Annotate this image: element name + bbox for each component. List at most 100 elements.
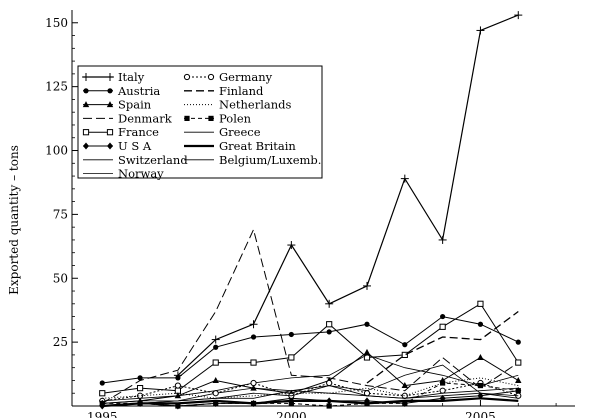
austria-point	[137, 375, 143, 381]
series-denmark	[102, 228, 519, 404]
y-tick-label: 50	[53, 271, 68, 285]
series-line-netherlands	[102, 377, 519, 399]
y-tick-label: 150	[45, 16, 68, 30]
legend-italy-point	[106, 73, 114, 81]
legend-spain-point	[106, 101, 114, 108]
austria-point	[213, 344, 219, 350]
france-point	[439, 323, 446, 330]
legend-austria-point	[107, 88, 113, 94]
italy-point	[325, 299, 334, 308]
legend-germany-point	[207, 73, 215, 81]
italy-point	[514, 11, 523, 20]
legend-label-italy: Italy	[118, 70, 145, 84]
france-point	[477, 300, 484, 307]
polen-point	[477, 382, 484, 389]
legend-item-germany: Germany	[183, 70, 273, 84]
x-tick-label: 1995	[87, 410, 118, 418]
spain-point	[250, 384, 257, 391]
legend-item-greece: Greece	[184, 125, 261, 139]
austria-point	[477, 321, 484, 327]
legend-austria-point	[83, 88, 89, 94]
legend-item-great-britain: Great Britain	[184, 139, 296, 153]
legend-label-france: France	[118, 125, 159, 139]
legend-label-great-britain: Great Britain	[219, 139, 296, 153]
series-belgium-luxemb	[102, 390, 519, 404]
y-tick-label: 25	[53, 335, 68, 349]
germany-point	[212, 390, 219, 397]
series-austria	[99, 313, 521, 386]
germany-point	[136, 392, 144, 399]
italy-point	[249, 320, 258, 329]
germany-point	[250, 379, 257, 387]
italy-point	[438, 235, 447, 244]
germany-point	[174, 382, 181, 389]
austria-point	[402, 342, 408, 348]
series-finland	[366, 310, 519, 384]
legend-item-finland: Finland	[184, 84, 264, 98]
legend-u-s-a-point	[83, 142, 89, 150]
series-line-france	[102, 303, 519, 394]
france-point	[99, 390, 106, 397]
legend-item-polen: Polen	[184, 111, 252, 125]
spain-point	[174, 392, 182, 399]
austria-point	[288, 331, 294, 338]
legend-label-spain: Spain	[118, 98, 152, 112]
y-tick-label: 75	[53, 207, 68, 221]
legend-polen-point	[208, 115, 214, 121]
series-great-britain	[102, 397, 519, 408]
legend-polen-point	[184, 115, 190, 121]
austria-point	[326, 329, 332, 335]
series-switzerland	[102, 354, 519, 402]
legend-label-netherlands: Netherlands	[219, 98, 292, 112]
spain-point	[515, 376, 522, 383]
legend-spain-point	[82, 101, 90, 108]
italy-point	[400, 174, 409, 183]
legend-item-denmark: Denmark	[83, 111, 173, 125]
spain-point	[363, 348, 371, 355]
italy-point	[476, 26, 485, 35]
polen-point	[515, 388, 521, 394]
france-point	[136, 385, 144, 392]
france-point	[212, 359, 219, 366]
legend-item-norway: Norway	[83, 167, 164, 181]
legend-item-italy: Italy	[82, 70, 145, 84]
legend-label-germany: Germany	[219, 70, 273, 84]
france-point	[326, 321, 333, 328]
spain-point	[212, 376, 219, 383]
legend-france-point	[106, 129, 114, 136]
legend-box	[77, 65, 323, 179]
series-line-germany	[102, 382, 519, 402]
series-line-finland	[366, 310, 519, 384]
series-line-italy	[177, 14, 519, 376]
series-line-denmark	[102, 228, 519, 404]
legend-label-finland: Finland	[219, 84, 264, 98]
legend-item-u-s-a: U S A	[83, 139, 152, 153]
france-point	[515, 359, 522, 366]
austria-point	[364, 321, 370, 327]
series-line-switzerland	[102, 354, 519, 402]
series-line-great-britain	[102, 397, 519, 408]
france-point	[288, 354, 295, 361]
legend-item-austria: Austria	[83, 84, 160, 98]
legend-germany-point	[183, 73, 191, 81]
series-netherlands	[102, 377, 519, 399]
austria-point	[515, 339, 521, 345]
x-tick-label: 2000	[276, 410, 307, 418]
italy-point	[362, 281, 371, 290]
italy-point	[287, 241, 296, 250]
legend-item-france: France	[82, 125, 159, 139]
series-line-polen	[102, 382, 519, 407]
france-point	[401, 351, 408, 359]
legend-u-s-a-point	[107, 142, 113, 150]
austria-point	[175, 375, 181, 381]
legend-label-u-s-a: U S A	[118, 139, 152, 153]
series-italy	[173, 11, 523, 380]
legend-item-switzerland: Switzerland	[83, 153, 188, 167]
france-point	[250, 359, 257, 366]
legend-item-spain: Spain	[82, 98, 152, 112]
spain-point	[477, 353, 484, 360]
legend-item-netherlands: Netherlands	[184, 98, 292, 112]
france-point	[174, 387, 181, 394]
